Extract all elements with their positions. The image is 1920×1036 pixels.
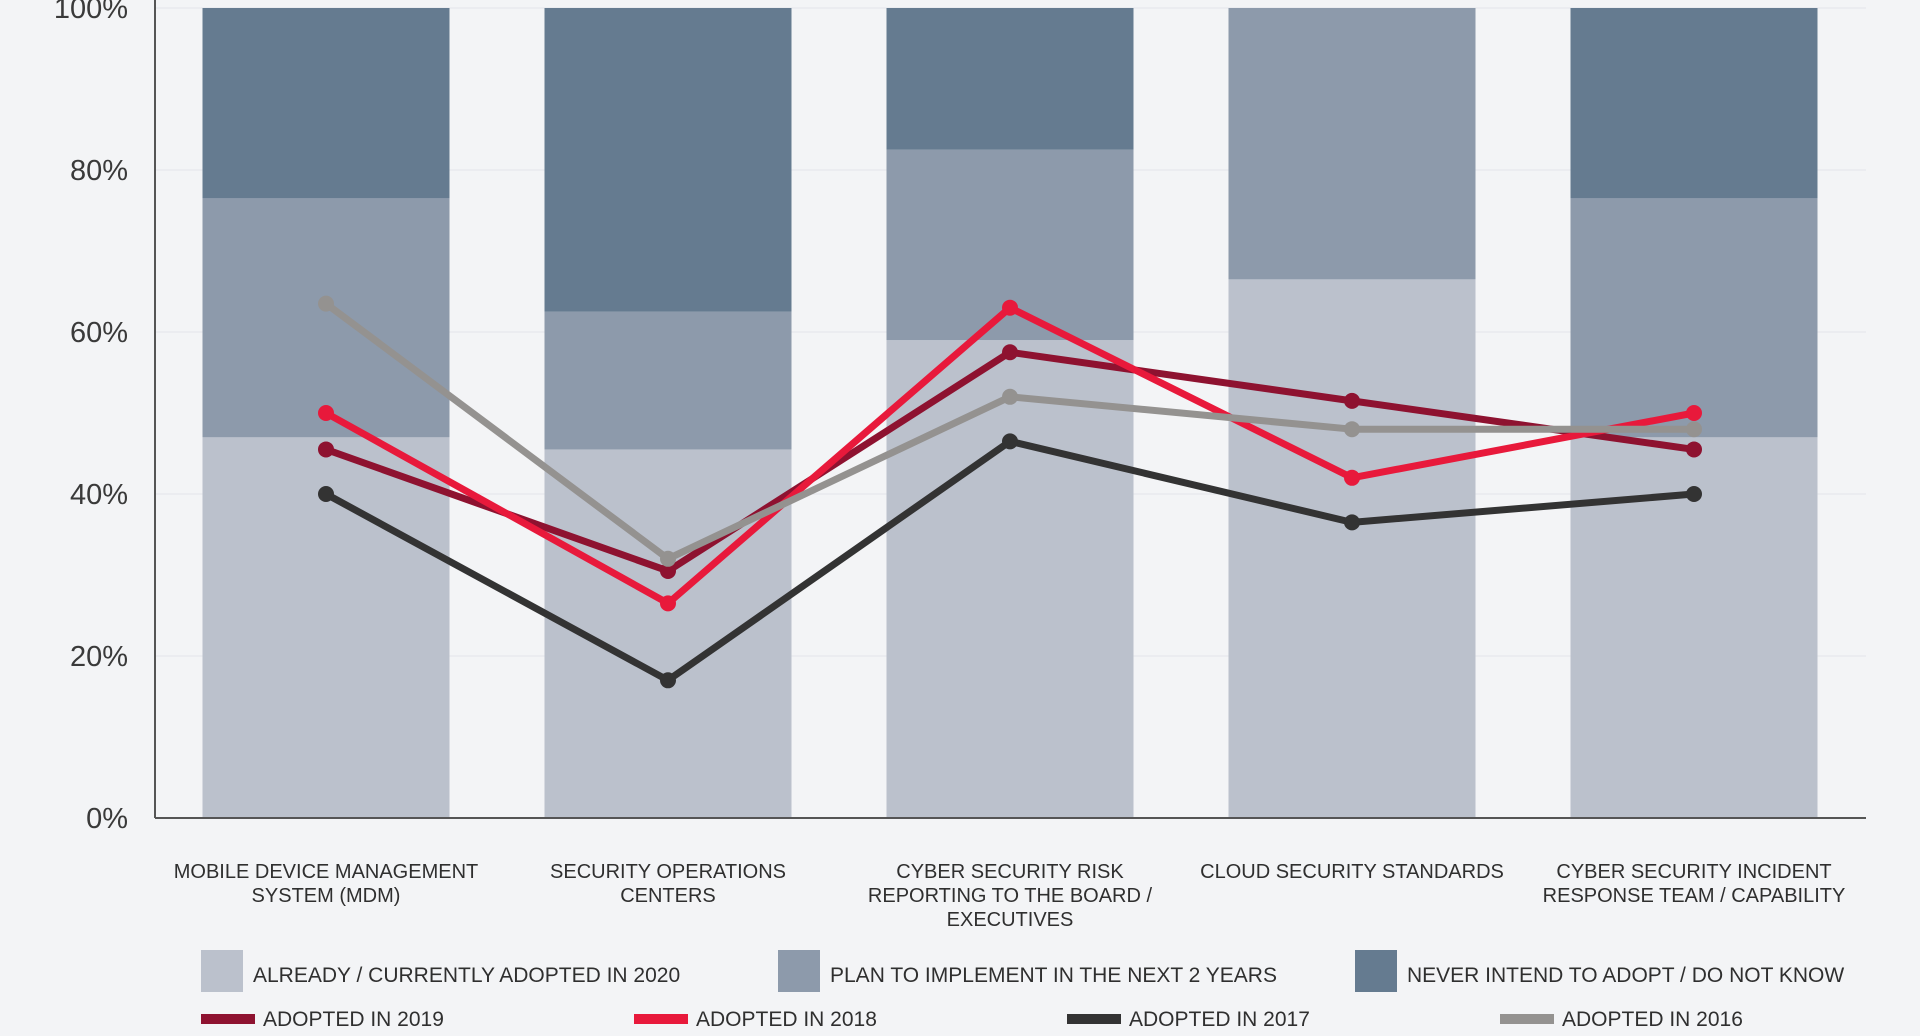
series-point xyxy=(660,550,676,567)
series-point xyxy=(660,562,676,579)
x-category-label-line: CYBER SECURITY RISK xyxy=(896,861,1124,883)
series-point xyxy=(660,672,676,689)
series-point xyxy=(1344,421,1360,438)
y-tick-labels: 0% 20% 40% 60% 80% 100% xyxy=(54,0,128,835)
x-category-label-line: REPORTING TO THE BOARD / xyxy=(868,885,1153,907)
legend-label: NEVER INTEND TO ADOPT / DO NOT KNOW xyxy=(1407,964,1844,987)
x-category-label: CYBER SECURITY INCIDENT RESPONSE TEAM / C… xyxy=(1543,861,1846,907)
legend-label: ALREADY / CURRENTLY ADOPTED IN 2020 xyxy=(253,964,680,987)
bar-segment xyxy=(544,8,792,312)
series-point xyxy=(1002,299,1018,316)
bar-segment xyxy=(886,340,1134,818)
x-category-label-line: EXECUTIVES xyxy=(947,909,1074,931)
bar-segment xyxy=(886,8,1134,150)
series-point xyxy=(1002,433,1018,450)
series-point xyxy=(1002,344,1018,361)
series-point xyxy=(318,486,334,502)
legend-label: PLAN TO IMPLEMENT IN THE NEXT 2 YEARS xyxy=(830,964,1277,987)
y-tick-label: 80% xyxy=(70,155,128,187)
legend-label: ADOPTED IN 2016 xyxy=(1562,1008,1743,1031)
series-point xyxy=(318,295,334,312)
series-point xyxy=(1002,388,1018,405)
bar-segment xyxy=(202,8,450,199)
series-point xyxy=(1686,405,1702,421)
bar-segment xyxy=(1228,8,1476,280)
legend-line-swatch xyxy=(201,1014,255,1024)
legend-line-swatch xyxy=(1067,1014,1121,1024)
legend-line-swatch xyxy=(634,1014,688,1024)
legend-swatch xyxy=(201,950,243,992)
legend-line-swatch xyxy=(1500,1014,1554,1024)
x-category-label: CLOUD SECURITY STANDARDS xyxy=(1200,861,1504,883)
y-tick-label: 20% xyxy=(70,641,128,673)
series-point xyxy=(660,595,676,612)
series-point xyxy=(1686,486,1702,502)
bar-segment xyxy=(202,198,450,438)
legend-swatch xyxy=(1355,950,1397,992)
x-category-label: MOBILE DEVICE MANAGEMENT SYSTEM (MDM) xyxy=(174,861,479,907)
x-category-label-line: SYSTEM (MDM) xyxy=(252,885,401,907)
bars xyxy=(202,8,1818,819)
legend-swatch xyxy=(778,950,820,992)
legend-label: ADOPTED IN 2017 xyxy=(1129,1008,1310,1031)
series-point xyxy=(1344,469,1360,486)
x-category-labels: MOBILE DEVICE MANAGEMENT SYSTEM (MDM) SECU… xyxy=(174,861,1846,931)
x-category-label-line: CLOUD SECURITY STANDARDS xyxy=(1200,861,1504,883)
y-tick-label: 0% xyxy=(86,803,128,835)
y-tick-label: 40% xyxy=(70,479,128,511)
legend-label: ADOPTED IN 2018 xyxy=(696,1008,877,1031)
x-category-label-line: SECURITY OPERATIONS xyxy=(550,861,786,883)
series-point xyxy=(1344,514,1360,531)
x-category-label-line: MOBILE DEVICE MANAGEMENT xyxy=(174,861,479,883)
x-category-label-line: RESPONSE TEAM / CAPABILITY xyxy=(1543,885,1846,907)
bar-segment xyxy=(1228,279,1476,819)
series-point xyxy=(318,441,334,458)
series-point xyxy=(1686,441,1702,458)
series-point xyxy=(318,405,334,421)
x-category-label-line: CENTERS xyxy=(620,885,716,907)
x-category-label: SECURITY OPERATIONS CENTERS xyxy=(550,861,786,907)
legend-label: ADOPTED IN 2019 xyxy=(263,1008,444,1031)
y-tick-label: 100% xyxy=(54,0,128,25)
bar-segment xyxy=(544,311,792,450)
legend: ALREADY / CURRENTLY ADOPTED IN 2020 PLAN … xyxy=(201,950,1844,1031)
line-series xyxy=(318,295,1702,689)
bar-segment xyxy=(1570,8,1818,199)
series-point xyxy=(1686,421,1702,438)
bar-segment xyxy=(1570,198,1818,438)
series-point xyxy=(1344,392,1360,409)
x-category-label-line: CYBER SECURITY INCIDENT xyxy=(1556,861,1831,883)
y-tick-label: 60% xyxy=(70,317,128,349)
x-category-label: CYBER SECURITY RISK REPORTING TO THE BOAR… xyxy=(868,861,1153,931)
